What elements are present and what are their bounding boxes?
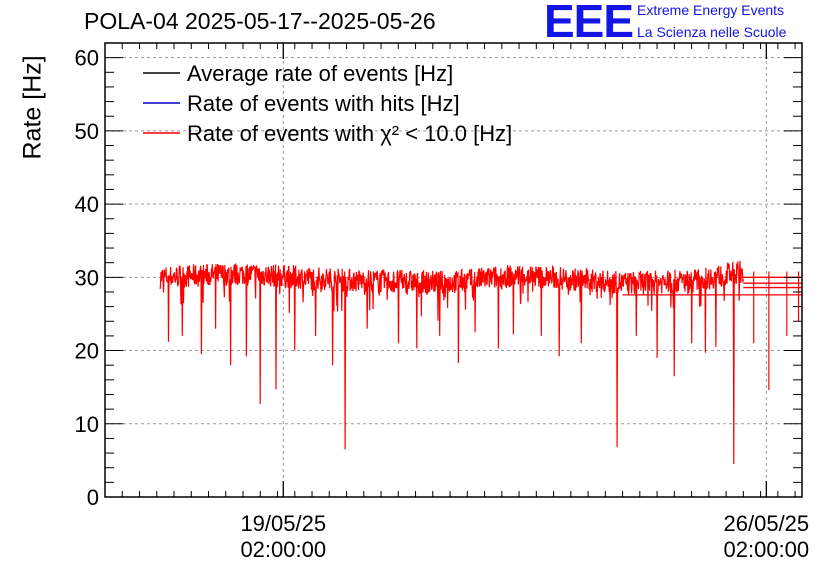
x-tick-date-label: 26/05/25 xyxy=(724,511,810,536)
y-tick-label: 0 xyxy=(87,485,99,510)
y-tick-label: 30 xyxy=(75,265,99,290)
y-tick-label: 60 xyxy=(75,46,99,71)
plot-frame xyxy=(104,42,803,498)
legend-label: Average rate of events [Hz] xyxy=(187,61,453,86)
legend-label: Rate of events with hits [Hz] xyxy=(187,91,460,116)
legend-label: Rate of events with χ² < 10.0 [Hz] xyxy=(187,121,512,146)
y-tick-label: 40 xyxy=(75,192,99,217)
chart-title: POLA-04 2025-05-17--2025-05-26 xyxy=(84,8,436,34)
y-tick-label: 10 xyxy=(75,412,99,437)
y-axis-label: Rate [Hz] xyxy=(18,55,47,160)
eee-logo: EEE xyxy=(544,0,634,47)
series-chi2-line xyxy=(159,260,744,465)
x-tick-time-label: 02:00:00 xyxy=(240,537,326,562)
logo-subtitle-1: Extreme Energy Events xyxy=(637,2,785,18)
x-tick-date-label: 19/05/25 xyxy=(240,511,326,536)
x-tick-time-label: 02:00:00 xyxy=(724,537,810,562)
y-tick-label: 20 xyxy=(75,339,99,364)
logo-subtitle-2: La Scienza nelle Scuole xyxy=(637,24,787,40)
y-tick-label: 50 xyxy=(75,119,99,144)
